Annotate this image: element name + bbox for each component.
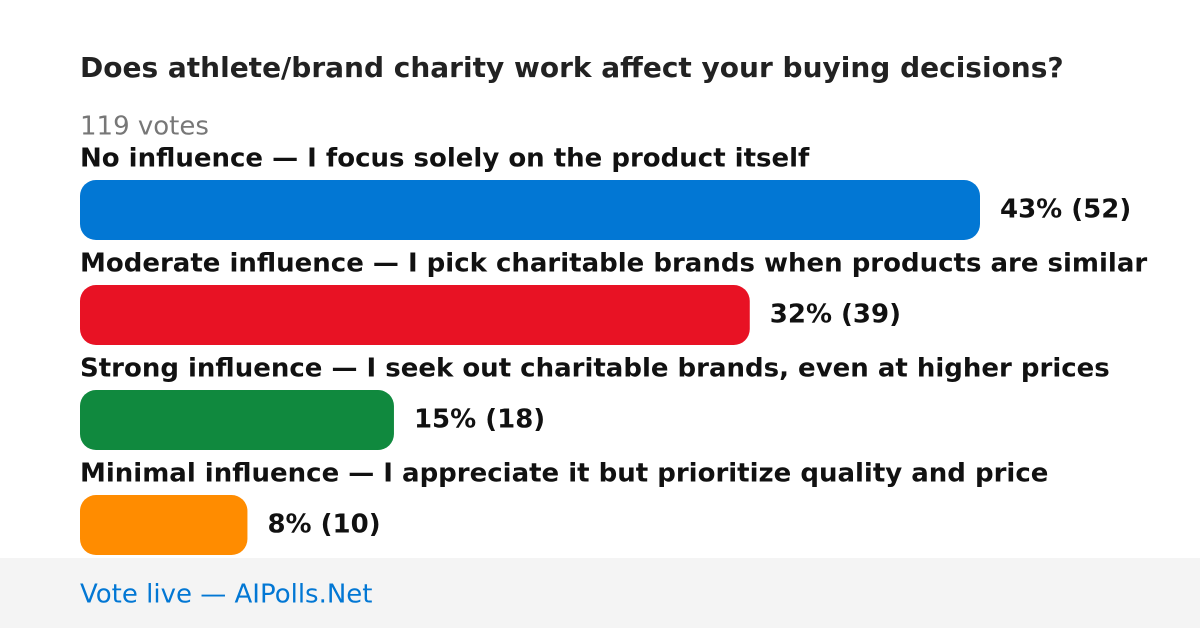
footer-band [0,558,1200,628]
bar [80,180,980,240]
bar [80,495,248,555]
option-label: Minimal influence — I appreciate it but … [80,459,1048,489]
value-label: 43% (52) [1000,195,1131,225]
vote-count: 119 votes [80,112,209,142]
option-label: Strong influence — I seek out charitable… [80,354,1110,384]
poll-title: Does athlete/brand charity work affect y… [80,51,1064,84]
value-label: 15% (18) [414,405,545,435]
option-label: No influence — I focus solely on the pro… [80,144,810,174]
value-label: 8% (10) [267,510,380,540]
bar [80,390,394,450]
bar [80,285,750,345]
value-label: 32% (39) [770,300,901,330]
footer-link[interactable]: Vote live — AIPolls.Net [80,580,373,610]
option-label: Moderate influence — I pick charitable b… [80,249,1147,279]
